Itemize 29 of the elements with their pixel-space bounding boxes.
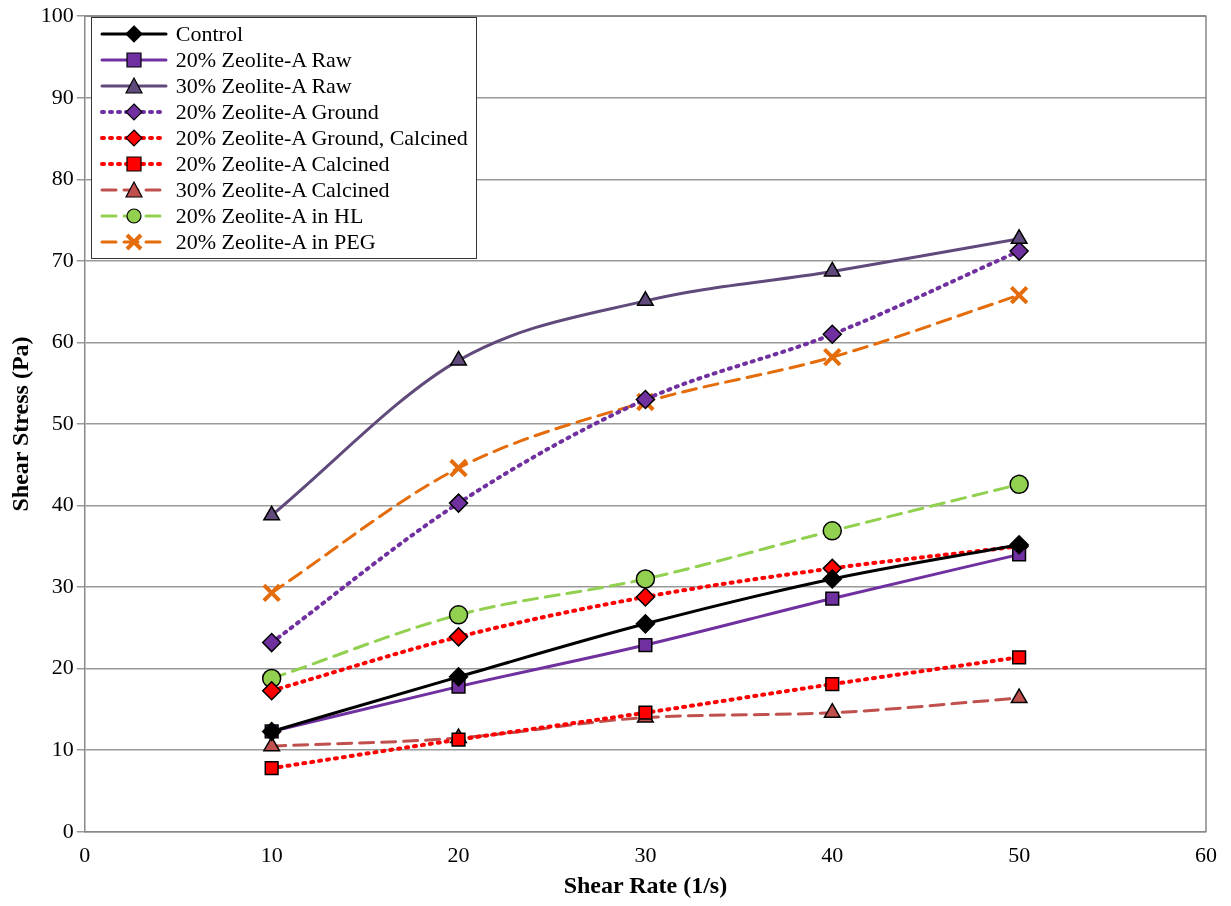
legend-label: 20% Zeolite-A Ground, Calcined	[175, 125, 468, 152]
legend-label: 20% Zeolite-A in PEG	[175, 229, 376, 256]
legend-label: 30% Zeolite-A Calcined	[175, 177, 390, 204]
y-tick-label: 70	[51, 246, 74, 272]
y-tick-label: 20	[51, 654, 74, 680]
y-tick-label: 30	[51, 572, 74, 598]
y-tick-label: 80	[51, 165, 74, 191]
x-tick-label: 40	[821, 841, 844, 867]
legend-label: 20% Zeolite-A Calcined	[175, 151, 390, 178]
legend-label: 30% Zeolite-A Raw	[175, 73, 352, 100]
y-tick-label: 90	[51, 83, 74, 109]
x-tick-label: 10	[260, 841, 283, 867]
y-tick-label: 0	[62, 817, 74, 843]
x-tick-label: 60	[1195, 841, 1217, 867]
x-tick-label: 0	[79, 841, 91, 867]
y-tick-label: 60	[51, 328, 74, 354]
legend-label: 20% Zeolite-A Ground	[175, 99, 379, 126]
x-tick-label: 20	[447, 841, 470, 867]
x-axis-title: Shear Rate (1/s)	[563, 871, 728, 898]
y-tick-label: 50	[51, 409, 74, 435]
legend-label: 20% Zeolite-A Raw	[175, 47, 352, 74]
y-tick-label: 100	[40, 1, 74, 27]
x-tick-label: 50	[1008, 841, 1031, 867]
x-tick-label: 30	[634, 841, 657, 867]
y-tick-label: 10	[51, 736, 74, 762]
legend-label: 20% Zeolite-A in HL	[175, 203, 364, 230]
y-tick-label: 40	[51, 491, 74, 517]
legend-label: Control	[175, 21, 244, 48]
y-axis-title: Shear Stress (Pa)	[6, 336, 33, 512]
